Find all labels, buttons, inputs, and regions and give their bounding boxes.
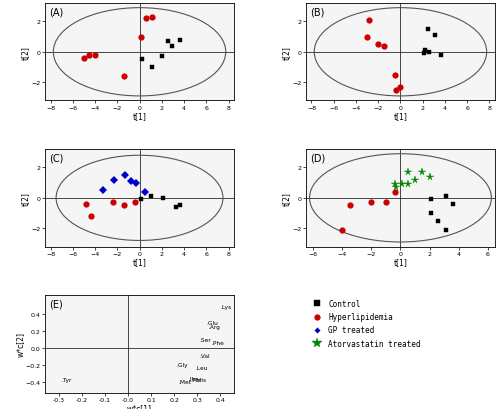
Legend: Control, Hyperlipidemia, GP treated, Atorvastatin treated: Control, Hyperlipidemia, GP treated, Ato…	[310, 299, 420, 348]
Y-axis label: t[2]: t[2]	[282, 191, 291, 205]
Text: (E): (E)	[49, 299, 62, 308]
Y-axis label: t[2]: t[2]	[21, 191, 30, 205]
Text: .Phe: .Phe	[211, 340, 224, 345]
Text: .Gly: .Gly	[176, 362, 188, 367]
Text: .His: .His	[195, 378, 206, 382]
X-axis label: t[1]: t[1]	[132, 112, 146, 121]
Text: (C): (C)	[49, 153, 63, 163]
X-axis label: t[1]: t[1]	[394, 112, 407, 121]
Text: .Met: .Met	[178, 379, 192, 384]
Text: .Arg: .Arg	[208, 324, 220, 330]
Text: (B): (B)	[310, 7, 324, 17]
Text: .Thr: .Thr	[190, 378, 202, 382]
Text: .Ser: .Ser	[200, 337, 211, 342]
Text: .Val: .Val	[200, 353, 210, 359]
Text: .Lys: .Lys	[220, 304, 232, 309]
Y-axis label: t[2]: t[2]	[282, 46, 291, 60]
Y-axis label: t[2]: t[2]	[21, 46, 30, 60]
X-axis label: t[1]: t[1]	[394, 257, 407, 266]
Text: .Tyr: .Tyr	[61, 378, 72, 382]
Text: .Leu: .Leu	[195, 365, 207, 371]
Text: (D): (D)	[310, 153, 325, 163]
Text: .Glu: .Glu	[206, 320, 218, 325]
Y-axis label: w*c[2]: w*c[2]	[16, 332, 24, 357]
Text: (A): (A)	[49, 7, 63, 17]
X-axis label: t[1]: t[1]	[132, 257, 146, 266]
X-axis label: w*c[1]: w*c[1]	[127, 403, 152, 409]
Text: .Ile: .Ile	[188, 377, 197, 382]
